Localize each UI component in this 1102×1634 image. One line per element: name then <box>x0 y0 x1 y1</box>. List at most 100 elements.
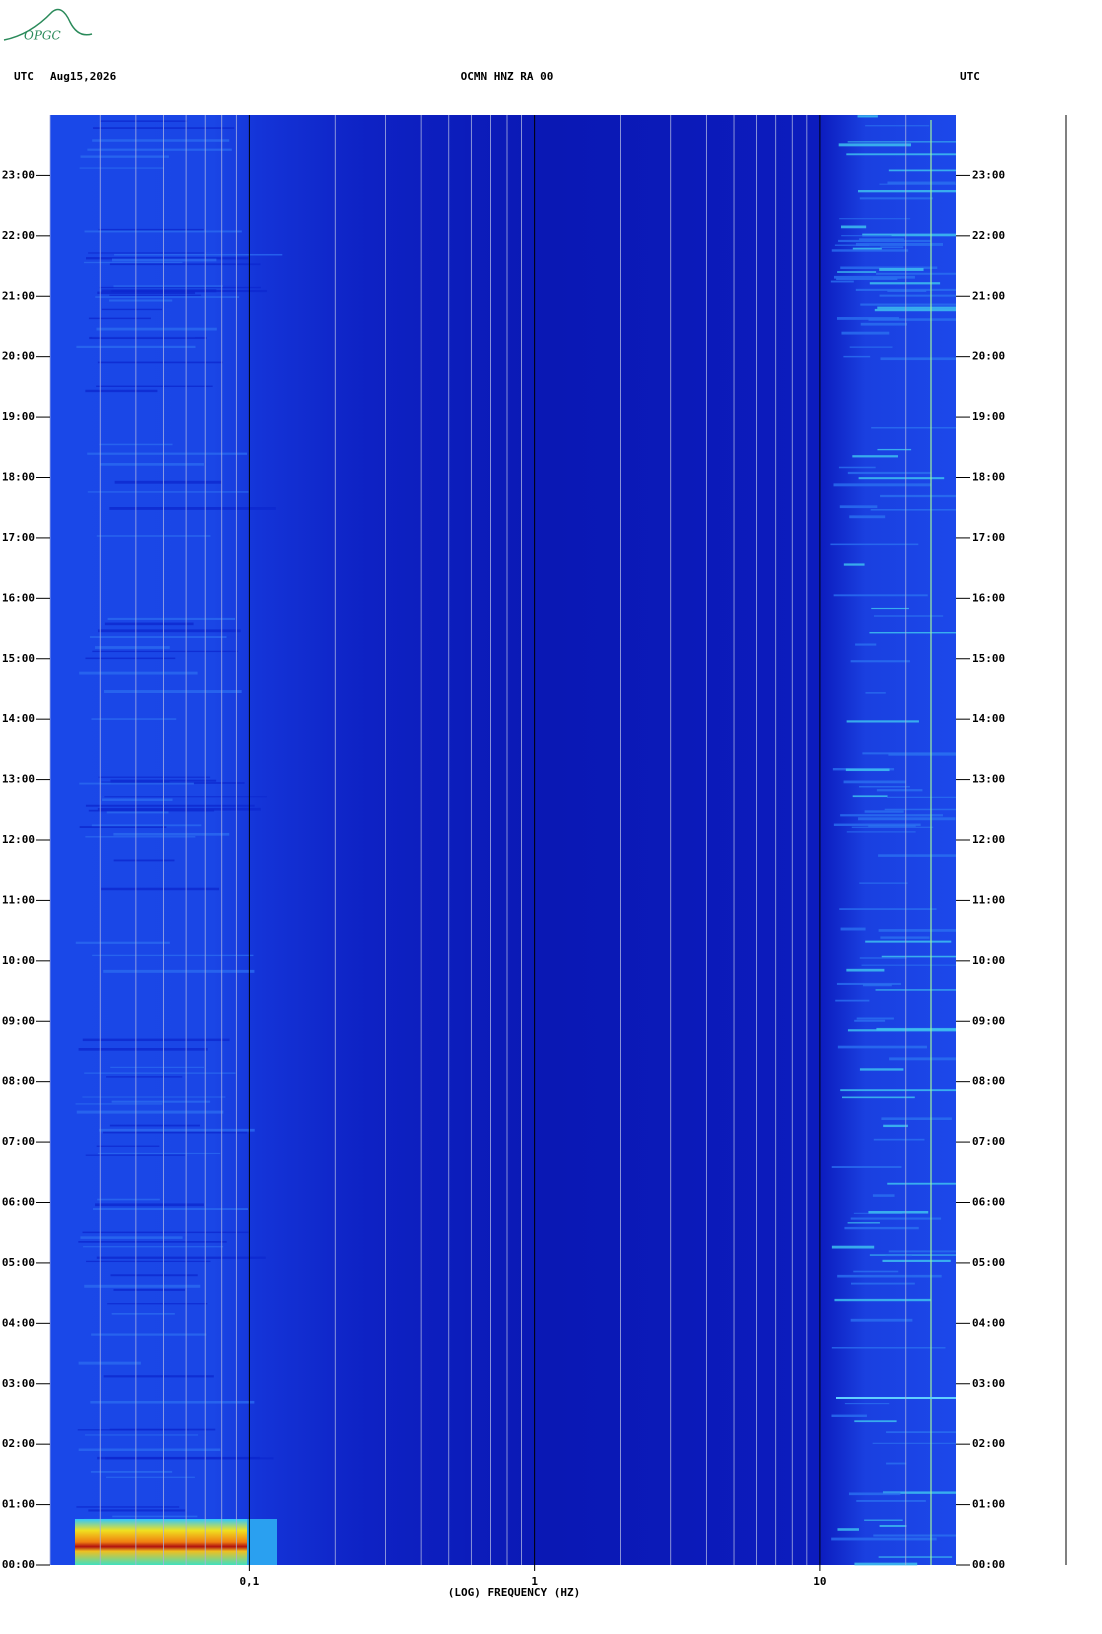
noise-streak <box>854 1420 897 1423</box>
y-tick-label-right: 04:00 <box>972 1316 1005 1329</box>
y-tick-label-left: 20:00 <box>2 350 35 363</box>
noise-streak <box>881 955 956 958</box>
noise-streak <box>888 753 956 756</box>
y-tick-label-left: 13:00 <box>2 773 35 786</box>
noise-streak <box>91 1333 207 1336</box>
noise-streak <box>103 1375 214 1378</box>
noise-streak <box>859 1068 904 1071</box>
y-tick-label-left: 00:00 <box>2 1558 35 1571</box>
noise-streak <box>89 336 207 340</box>
x-tick-label: 0,1 <box>239 1575 259 1588</box>
noise-streak <box>82 1096 226 1098</box>
noise-streak <box>878 929 956 932</box>
noise-streak <box>111 1100 211 1103</box>
noise-streak <box>843 563 865 566</box>
noise-streak <box>879 1525 907 1527</box>
y-tick-label-left: 22:00 <box>2 229 35 242</box>
noise-streak <box>90 1470 173 1473</box>
chart-title: OCMN HNZ RA 00 <box>461 70 554 83</box>
y-tick-label-right: 20:00 <box>972 350 1005 363</box>
noise-streak <box>846 968 885 972</box>
noise-streak <box>839 218 911 220</box>
noise-streak <box>101 781 170 783</box>
noise-streak <box>850 1318 913 1322</box>
noise-streak <box>856 1017 894 1020</box>
noise-streak <box>888 1250 956 1253</box>
noise-streak <box>78 1361 141 1365</box>
noise-streak <box>109 507 276 510</box>
noise-streak <box>78 1048 208 1051</box>
noise-streak <box>860 322 907 326</box>
noise-streak <box>873 1534 956 1537</box>
axes: 0,1 1 10 00:00 00:00 01:00 01:00 02:00 02:00 03:0… <box>2 168 1005 1588</box>
noise-streak <box>106 1476 195 1478</box>
noise-streak <box>109 263 261 266</box>
noise-streak <box>852 247 882 250</box>
noise-streak <box>882 1491 956 1494</box>
noise-streak <box>875 989 956 991</box>
y-tick-label-right: 00:00 <box>972 1558 1005 1571</box>
noise-streak <box>880 494 956 498</box>
noise-streak <box>843 355 871 358</box>
noise-streak <box>102 1131 248 1134</box>
noise-streak <box>852 795 888 798</box>
y-tick-label-right: 15:00 <box>972 652 1005 665</box>
noise-streak <box>104 690 242 694</box>
left-label: UTC <box>14 70 34 83</box>
noise-streak <box>109 299 173 302</box>
logo-curve <box>3 8 93 41</box>
noise-streak <box>848 1492 901 1496</box>
y-tick-label-left: 08:00 <box>2 1075 35 1088</box>
noise-streak <box>833 594 928 597</box>
y-tick-label-right: 03:00 <box>972 1377 1005 1390</box>
noise-streak <box>98 629 241 633</box>
noise-streak <box>869 1254 956 1256</box>
noise-streak <box>865 125 930 127</box>
noise-streak <box>886 1431 956 1434</box>
noise-streak <box>887 181 956 185</box>
y-tick-label-right: 01:00 <box>972 1498 1005 1511</box>
y-tick-label-left: 05:00 <box>2 1256 35 1269</box>
noise-streak <box>871 426 956 429</box>
noise-streak <box>868 1210 929 1214</box>
noise-streak <box>844 1403 890 1405</box>
y-tick-label-left: 18:00 <box>2 471 35 484</box>
noise-streak <box>104 796 267 798</box>
spectral-hotspot <box>75 1519 247 1565</box>
noise-streak <box>857 115 878 118</box>
y-tick-label-left: 06:00 <box>2 1196 35 1209</box>
y-tick-label-right: 11:00 <box>972 893 1005 906</box>
noise-streak <box>107 617 236 620</box>
noise-streak <box>97 1198 160 1201</box>
noise-streak <box>96 1145 160 1147</box>
noise-streak <box>106 1076 183 1078</box>
noise-streak <box>99 120 188 122</box>
noise-streak <box>83 1246 224 1248</box>
noise-streak <box>111 258 217 262</box>
y-tick-label-right: 02:00 <box>972 1437 1005 1450</box>
noise-streak <box>99 1128 255 1132</box>
noise-streak <box>837 1274 942 1278</box>
noise-streak <box>92 650 239 653</box>
noise-streak <box>98 228 204 231</box>
noise-streak <box>89 636 227 638</box>
noise-streak <box>78 1241 227 1243</box>
noise-streak <box>111 289 268 293</box>
noise-streak <box>80 155 169 158</box>
noise-streak <box>95 296 240 298</box>
right-label: UTC <box>960 70 980 83</box>
noise-streak <box>864 810 904 813</box>
noise-streak <box>97 291 196 295</box>
noise-streak <box>877 448 912 451</box>
y-tick-label-right: 21:00 <box>972 289 1005 302</box>
y-tick-label-left: 03:00 <box>2 1377 35 1390</box>
noise-streak <box>862 233 956 237</box>
noise-streak <box>111 1312 175 1315</box>
noise-streak <box>834 1298 932 1302</box>
noise-streak <box>843 780 907 784</box>
noise-streak <box>847 471 932 475</box>
noise-streak <box>850 1217 942 1220</box>
noise-streak <box>859 197 934 200</box>
noise-streak <box>842 1096 915 1099</box>
noise-streak <box>872 1194 895 1197</box>
